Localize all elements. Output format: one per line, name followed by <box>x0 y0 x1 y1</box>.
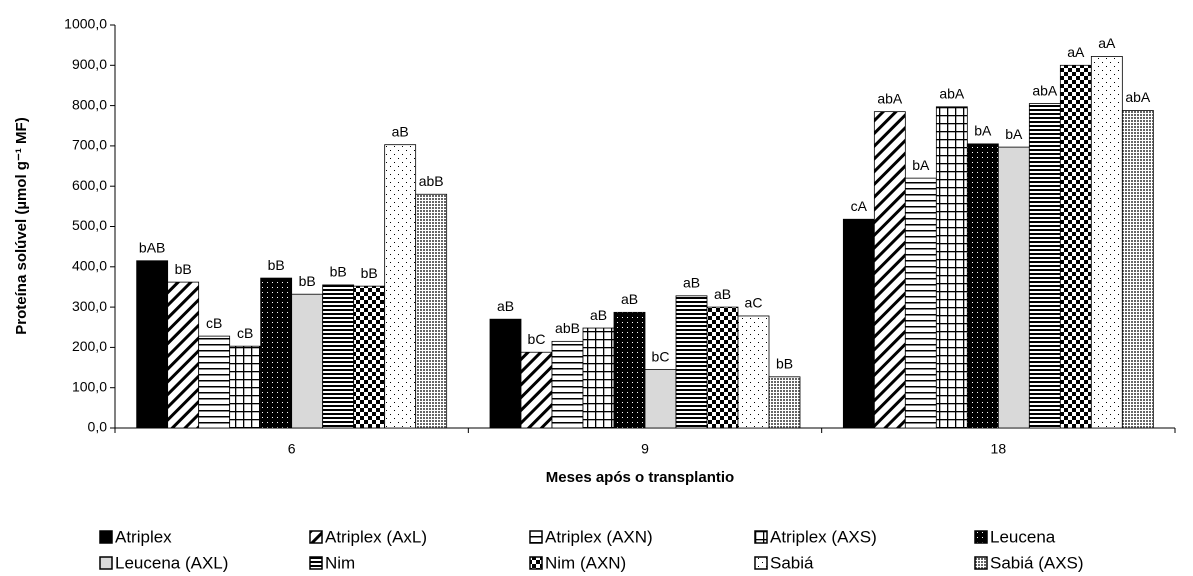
x-tick-label: 6 <box>288 441 296 457</box>
bar <box>904 177 937 429</box>
bar-annotation: aB <box>590 307 607 323</box>
legend-swatch <box>974 556 988 570</box>
bar <box>520 351 553 429</box>
legend-swatch <box>99 556 113 570</box>
y-tick-label: 300,0 <box>72 298 107 314</box>
bar-annotation: bC <box>528 331 546 347</box>
legend-label: Sabiá (AXS) <box>990 553 1084 572</box>
y-tick-label: 200,0 <box>72 338 107 354</box>
bar-annotation: bB <box>330 264 347 280</box>
y-tick-label: 700,0 <box>72 137 107 153</box>
bar-annotation: abA <box>939 86 965 102</box>
legend-label: Atriplex (AXS) <box>770 527 877 546</box>
bar <box>229 345 262 429</box>
y-tick-label: 400,0 <box>72 258 107 274</box>
legend-label: Atriplex <box>115 527 172 546</box>
legend-swatch <box>754 556 768 570</box>
bar-annotation: bA <box>974 123 992 139</box>
bar <box>291 293 324 429</box>
y-tick-label: 900,0 <box>72 56 107 72</box>
bar <box>1090 56 1123 429</box>
y-tick-label: 500,0 <box>72 217 107 233</box>
legend-swatch <box>309 530 323 544</box>
bar <box>842 218 875 429</box>
x-tick-label: 18 <box>991 441 1007 457</box>
legend-swatch <box>309 556 323 570</box>
legend-label: Atriplex (AxL) <box>325 527 427 546</box>
bar <box>706 306 739 429</box>
bar-annotation: aA <box>1098 35 1116 51</box>
bar-annotation: aB <box>392 123 409 139</box>
bar-annotation: aB <box>621 291 638 307</box>
bar-annotation: aA <box>1067 44 1085 60</box>
legend-swatch <box>974 530 988 544</box>
bar-annotation: abA <box>1032 82 1058 98</box>
bar <box>873 111 906 429</box>
legend-swatch <box>99 530 113 544</box>
bar <box>1028 103 1061 429</box>
legend-label: Nim <box>325 553 355 572</box>
bar-annotation: bA <box>912 157 930 173</box>
bar <box>613 311 646 429</box>
bar-annotation: aB <box>683 275 700 291</box>
y-tick-label: 600,0 <box>72 177 107 193</box>
bar <box>384 144 417 429</box>
bar <box>353 285 386 429</box>
y-axis-title: Proteína solúvel (µmol g⁻¹ MF) <box>13 117 30 334</box>
bar <box>675 295 708 429</box>
bar <box>136 260 169 429</box>
bar <box>582 327 615 429</box>
bar-annotation: cB <box>237 325 253 341</box>
bar <box>935 106 968 429</box>
bar <box>260 277 293 429</box>
bar <box>551 340 584 429</box>
bar <box>997 146 1030 429</box>
y-tick-label: 800,0 <box>72 96 107 112</box>
legend-swatch <box>754 530 768 544</box>
y-tick-label: 0,0 <box>88 419 108 435</box>
bar-annotation: abB <box>555 320 580 336</box>
bar <box>1121 110 1154 429</box>
y-tick-label: 1000,0 <box>64 16 107 32</box>
bar-annotation: aB <box>714 286 731 302</box>
legend-label: Nim (AXN) <box>545 553 626 572</box>
bar-annotation: abB <box>419 173 444 189</box>
bar-annotation: bB <box>299 273 316 289</box>
bar-annotation: bAB <box>139 239 165 255</box>
bar <box>322 284 355 429</box>
bar-annotation: aB <box>497 298 514 314</box>
bar-annotation: cA <box>851 198 868 214</box>
bar <box>737 315 770 429</box>
bar <box>644 369 677 429</box>
bar-annotation: bB <box>361 265 378 281</box>
legend-label: Leucena <box>990 527 1056 546</box>
bar-annotation: bB <box>268 257 285 273</box>
bar <box>167 281 200 429</box>
bar <box>768 376 801 429</box>
bar-annotation: bA <box>1005 126 1023 142</box>
y-tick-label: 100,0 <box>72 378 107 394</box>
legend-swatch <box>529 530 543 544</box>
legend-label: Leucena (AXL) <box>115 553 228 572</box>
bar-annotation: aC <box>745 295 763 311</box>
bar <box>1059 64 1092 429</box>
bar-annotation: bB <box>175 261 192 277</box>
bar-annotation: cB <box>206 315 222 331</box>
bar-annotation: abA <box>877 90 903 106</box>
bar-annotation: bB <box>776 356 793 372</box>
bar <box>198 335 231 429</box>
bar-annotation: bC <box>652 348 670 364</box>
bar-annotation: abA <box>1125 89 1151 105</box>
x-axis-title: Meses após o transplantio <box>546 469 734 486</box>
bar <box>966 143 999 429</box>
x-tick-label: 9 <box>641 441 649 457</box>
legend-swatch <box>529 556 543 570</box>
legend-label: Sabiá <box>770 553 814 572</box>
bar <box>489 318 522 429</box>
bar <box>415 193 448 429</box>
legend-label: Atriplex (AXN) <box>545 527 653 546</box>
